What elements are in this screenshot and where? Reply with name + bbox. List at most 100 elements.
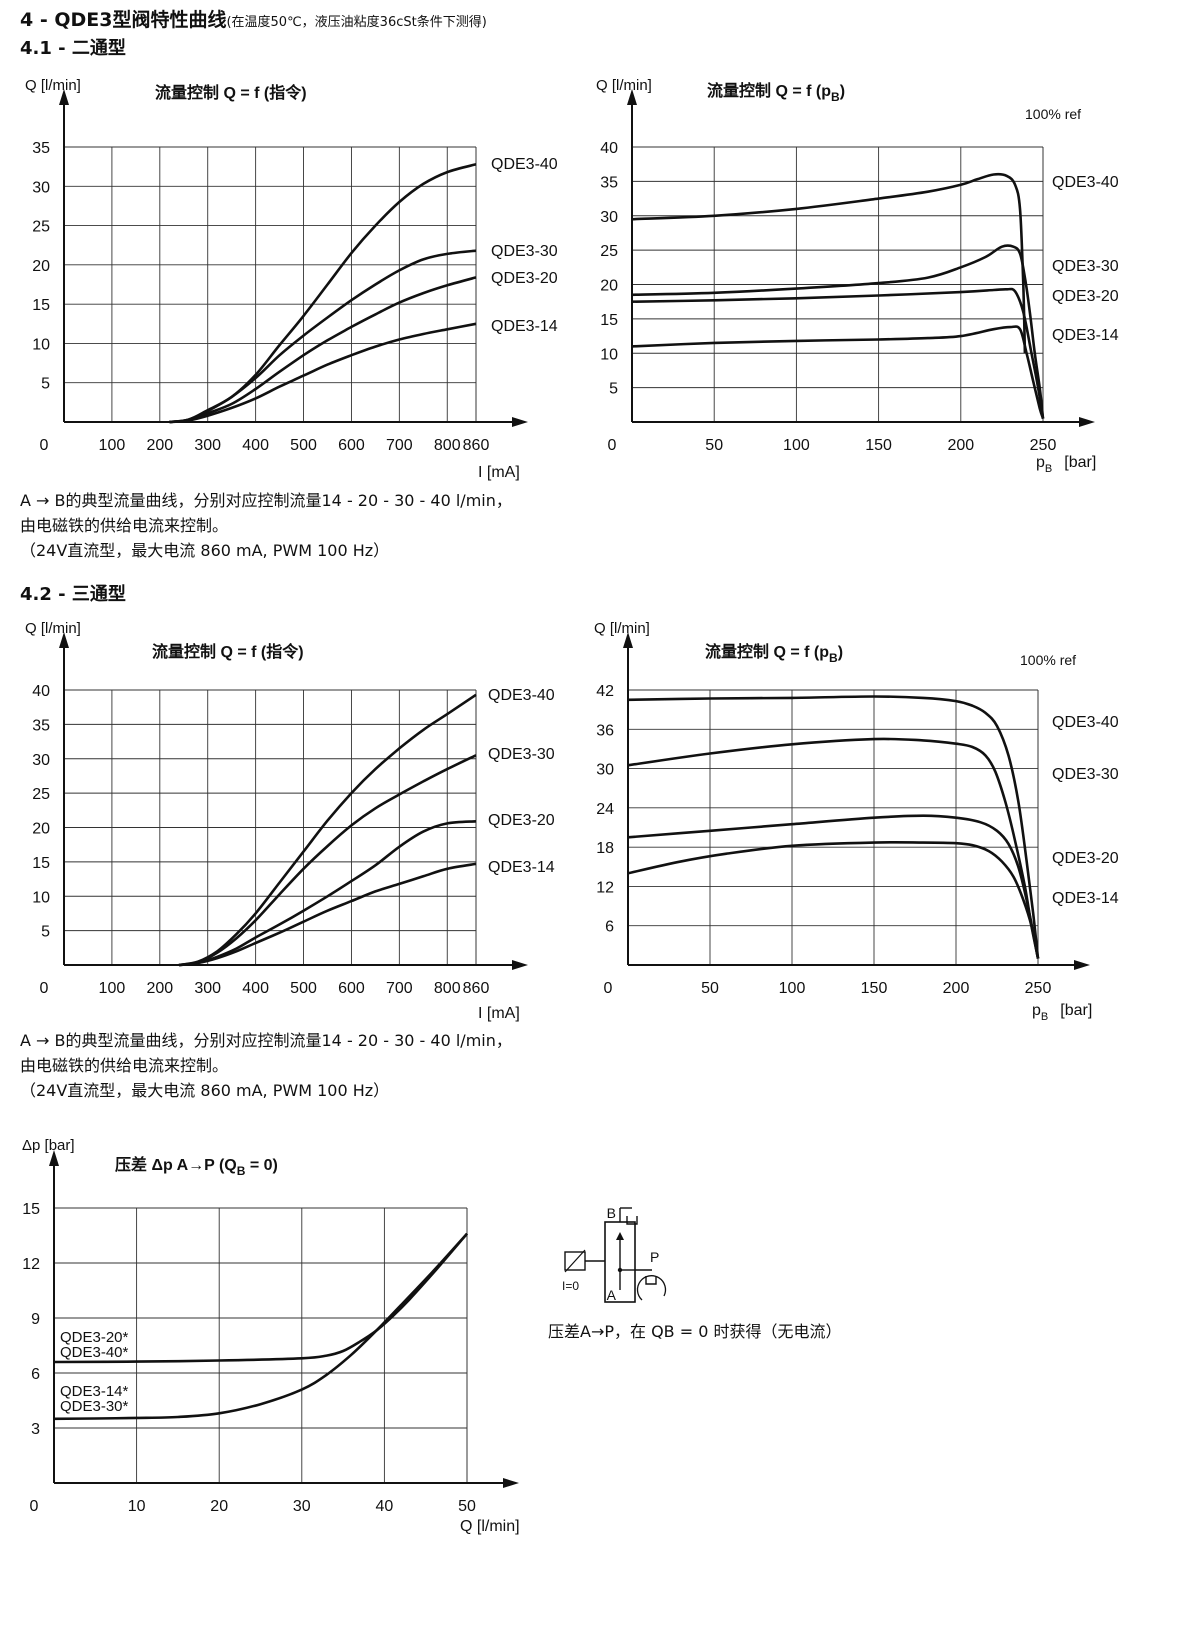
y-tick-label: 6 — [31, 1366, 40, 1383]
y-tick-label: 36 — [596, 722, 614, 739]
series-line-qde3-14 — [169, 322, 477, 424]
y-tick-label: 25 — [600, 243, 618, 260]
y-axis-arrow-icon — [49, 1150, 59, 1166]
x-tick-label: 600 — [338, 437, 365, 454]
x-axis-label: pB [bar] — [1032, 1002, 1092, 1023]
series-label: QDE3-14 — [491, 318, 558, 335]
y-axis-label: Q [l/min] — [25, 620, 81, 637]
chart-title-end: ) — [840, 83, 845, 100]
x-tick-label: 100 — [99, 437, 126, 454]
y-tick-label: 15 — [32, 297, 50, 314]
x-tick-label: 0 — [30, 1498, 39, 1515]
series-label: QDE3-20* — [60, 1329, 129, 1346]
y-tick-label: 9 — [31, 1311, 40, 1328]
chart-annotation: 100% ref — [1020, 652, 1076, 668]
caption-block-1: A → B的典型流量曲线，分别对应控制流量14 - 20 - 30 - 40 l… — [20, 488, 512, 563]
x-tick-label: 0 — [40, 437, 49, 454]
x-tick-label: 150 — [865, 437, 892, 454]
x-tick-label: 300 — [194, 980, 221, 997]
series-line-qde3-14-qde3-30- — [53, 1232, 468, 1421]
series-line-qde3-30 — [178, 754, 477, 967]
series-label: QDE3-14* — [60, 1383, 129, 1400]
section-title-three-way: 4.2 - 三通型 — [20, 584, 126, 605]
y-tick-label: 15 — [22, 1201, 40, 1218]
x-tick-label: 0 — [604, 980, 613, 997]
series-label: QDE3-20 — [1052, 288, 1119, 305]
x-axis-label: I [mA] — [478, 1005, 520, 1022]
series-label: QDE3-30 — [488, 746, 555, 763]
y-axis-label: Δp [bar] — [22, 1137, 75, 1154]
x-tick-label: 50 — [705, 437, 723, 454]
y-axis-label: Q [l/min] — [594, 620, 650, 637]
series-line-qde3-14 — [631, 325, 1045, 419]
y-axis-arrow-icon — [59, 89, 69, 105]
x-tick-label: 0 — [40, 980, 49, 997]
x-tick-label: 0 — [608, 437, 617, 454]
x-tick-label: 200 — [146, 437, 173, 454]
y-tick-label: 25 — [32, 786, 50, 803]
y-tick-label: 15 — [32, 855, 50, 872]
x-axis-label-subscript: B — [1045, 463, 1052, 475]
port-b-label: B — [607, 1205, 616, 1221]
series-line-qde3-30 — [631, 244, 1045, 419]
chart-title: 流量控制 Q = f (pB) — [707, 81, 845, 104]
x-tick-label: 800 — [434, 437, 461, 454]
x-tick-label: 300 — [194, 437, 221, 454]
series-label: QDE3-40 — [1052, 714, 1119, 731]
series-line-qde3-20 — [631, 287, 1045, 419]
series-label: QDE3-30 — [1052, 258, 1119, 275]
x-axis-arrow-icon — [503, 1478, 519, 1488]
y-tick-label: 6 — [605, 919, 614, 936]
x-axis-label-unit: [bar] — [1064, 454, 1096, 471]
y-tick-label: 20 — [32, 821, 50, 838]
series-label: QDE3-30 — [491, 243, 558, 260]
caption-line: （24V直流型，最大电流 860 mA, PWM 100 Hz） — [20, 1081, 390, 1100]
y-tick-label: 3 — [31, 1421, 40, 1438]
y-tick-label: 40 — [600, 140, 618, 157]
chart-c3: 0 100 200 300 400 500 600 700 800 860 5 10 15 20 25 30 3… — [25, 620, 555, 1022]
series-label: QDE3-40 — [491, 156, 558, 173]
chart-title: 流量控制 Q = f (指令) — [155, 83, 307, 102]
page-title: 4 - QDE3型阀特性曲线(在温度50℃，液压油粘度36cSt条件下测得) — [20, 5, 487, 32]
y-tick-label: 20 — [600, 278, 618, 295]
y-tick-label: 35 — [32, 717, 50, 734]
y-tick-label: 30 — [596, 762, 614, 779]
y-tick-label: 10 — [32, 889, 50, 906]
x-tick-label: 50 — [701, 980, 719, 997]
series-label: QDE3-30 — [1052, 766, 1119, 783]
y-axis-arrow-icon — [623, 632, 633, 648]
x-tick-label: 400 — [242, 980, 269, 997]
y-tick-label: 5 — [41, 924, 50, 941]
y-tick-label: 12 — [22, 1256, 40, 1273]
series-label: QDE3-14 — [488, 859, 555, 876]
rotation-arrow-icon — [636, 1275, 667, 1301]
y-axis-label: Q [l/min] — [596, 77, 652, 94]
proportional-arrow — [564, 1249, 586, 1273]
caption-line: A → B的典型流量曲线，分别对应控制流量14 - 20 - 30 - 40 l… — [20, 1031, 512, 1050]
x-tick-label: 860 — [463, 980, 490, 997]
section-title-two-way: 4.1 - 二通型 — [20, 38, 126, 59]
x-tick-label: 100 — [783, 437, 810, 454]
chart-title-end: = 0) — [245, 1157, 277, 1174]
x-axis-label-p: p — [1036, 454, 1045, 471]
hydraulic-symbol: B P A I=0 — [562, 1205, 667, 1303]
x-tick-label: 800 — [434, 980, 461, 997]
chart-c4: 0 50 100 150 200 250 6 12 18 24 30 36 42 Q [l/min] 流量控… — [594, 620, 1119, 1023]
y-tick-label: 20 — [32, 258, 50, 275]
series-label: QDE3-40 — [488, 687, 555, 704]
x-tick-label: 50 — [458, 1498, 476, 1515]
y-tick-label: 30 — [32, 752, 50, 769]
page-title-note: (在温度50℃，液压油粘度36cSt条件下测得) — [226, 15, 487, 30]
y-tick-label: 40 — [32, 683, 50, 700]
series-line-qde3-40 — [631, 172, 1027, 354]
y-tick-label: 10 — [600, 346, 618, 363]
series-line-qde3-14 — [627, 841, 1040, 959]
x-tick-label: 150 — [861, 980, 888, 997]
x-axis-arrow-icon — [1079, 417, 1095, 427]
series-line-qde3-20 — [178, 820, 477, 967]
series-label: QDE3-20 — [1052, 850, 1119, 867]
series-label: QDE3-30* — [60, 1398, 129, 1415]
port-p-label: P — [650, 1249, 659, 1265]
y-tick-label: 5 — [41, 376, 50, 393]
x-tick-label: 30 — [293, 1498, 311, 1515]
